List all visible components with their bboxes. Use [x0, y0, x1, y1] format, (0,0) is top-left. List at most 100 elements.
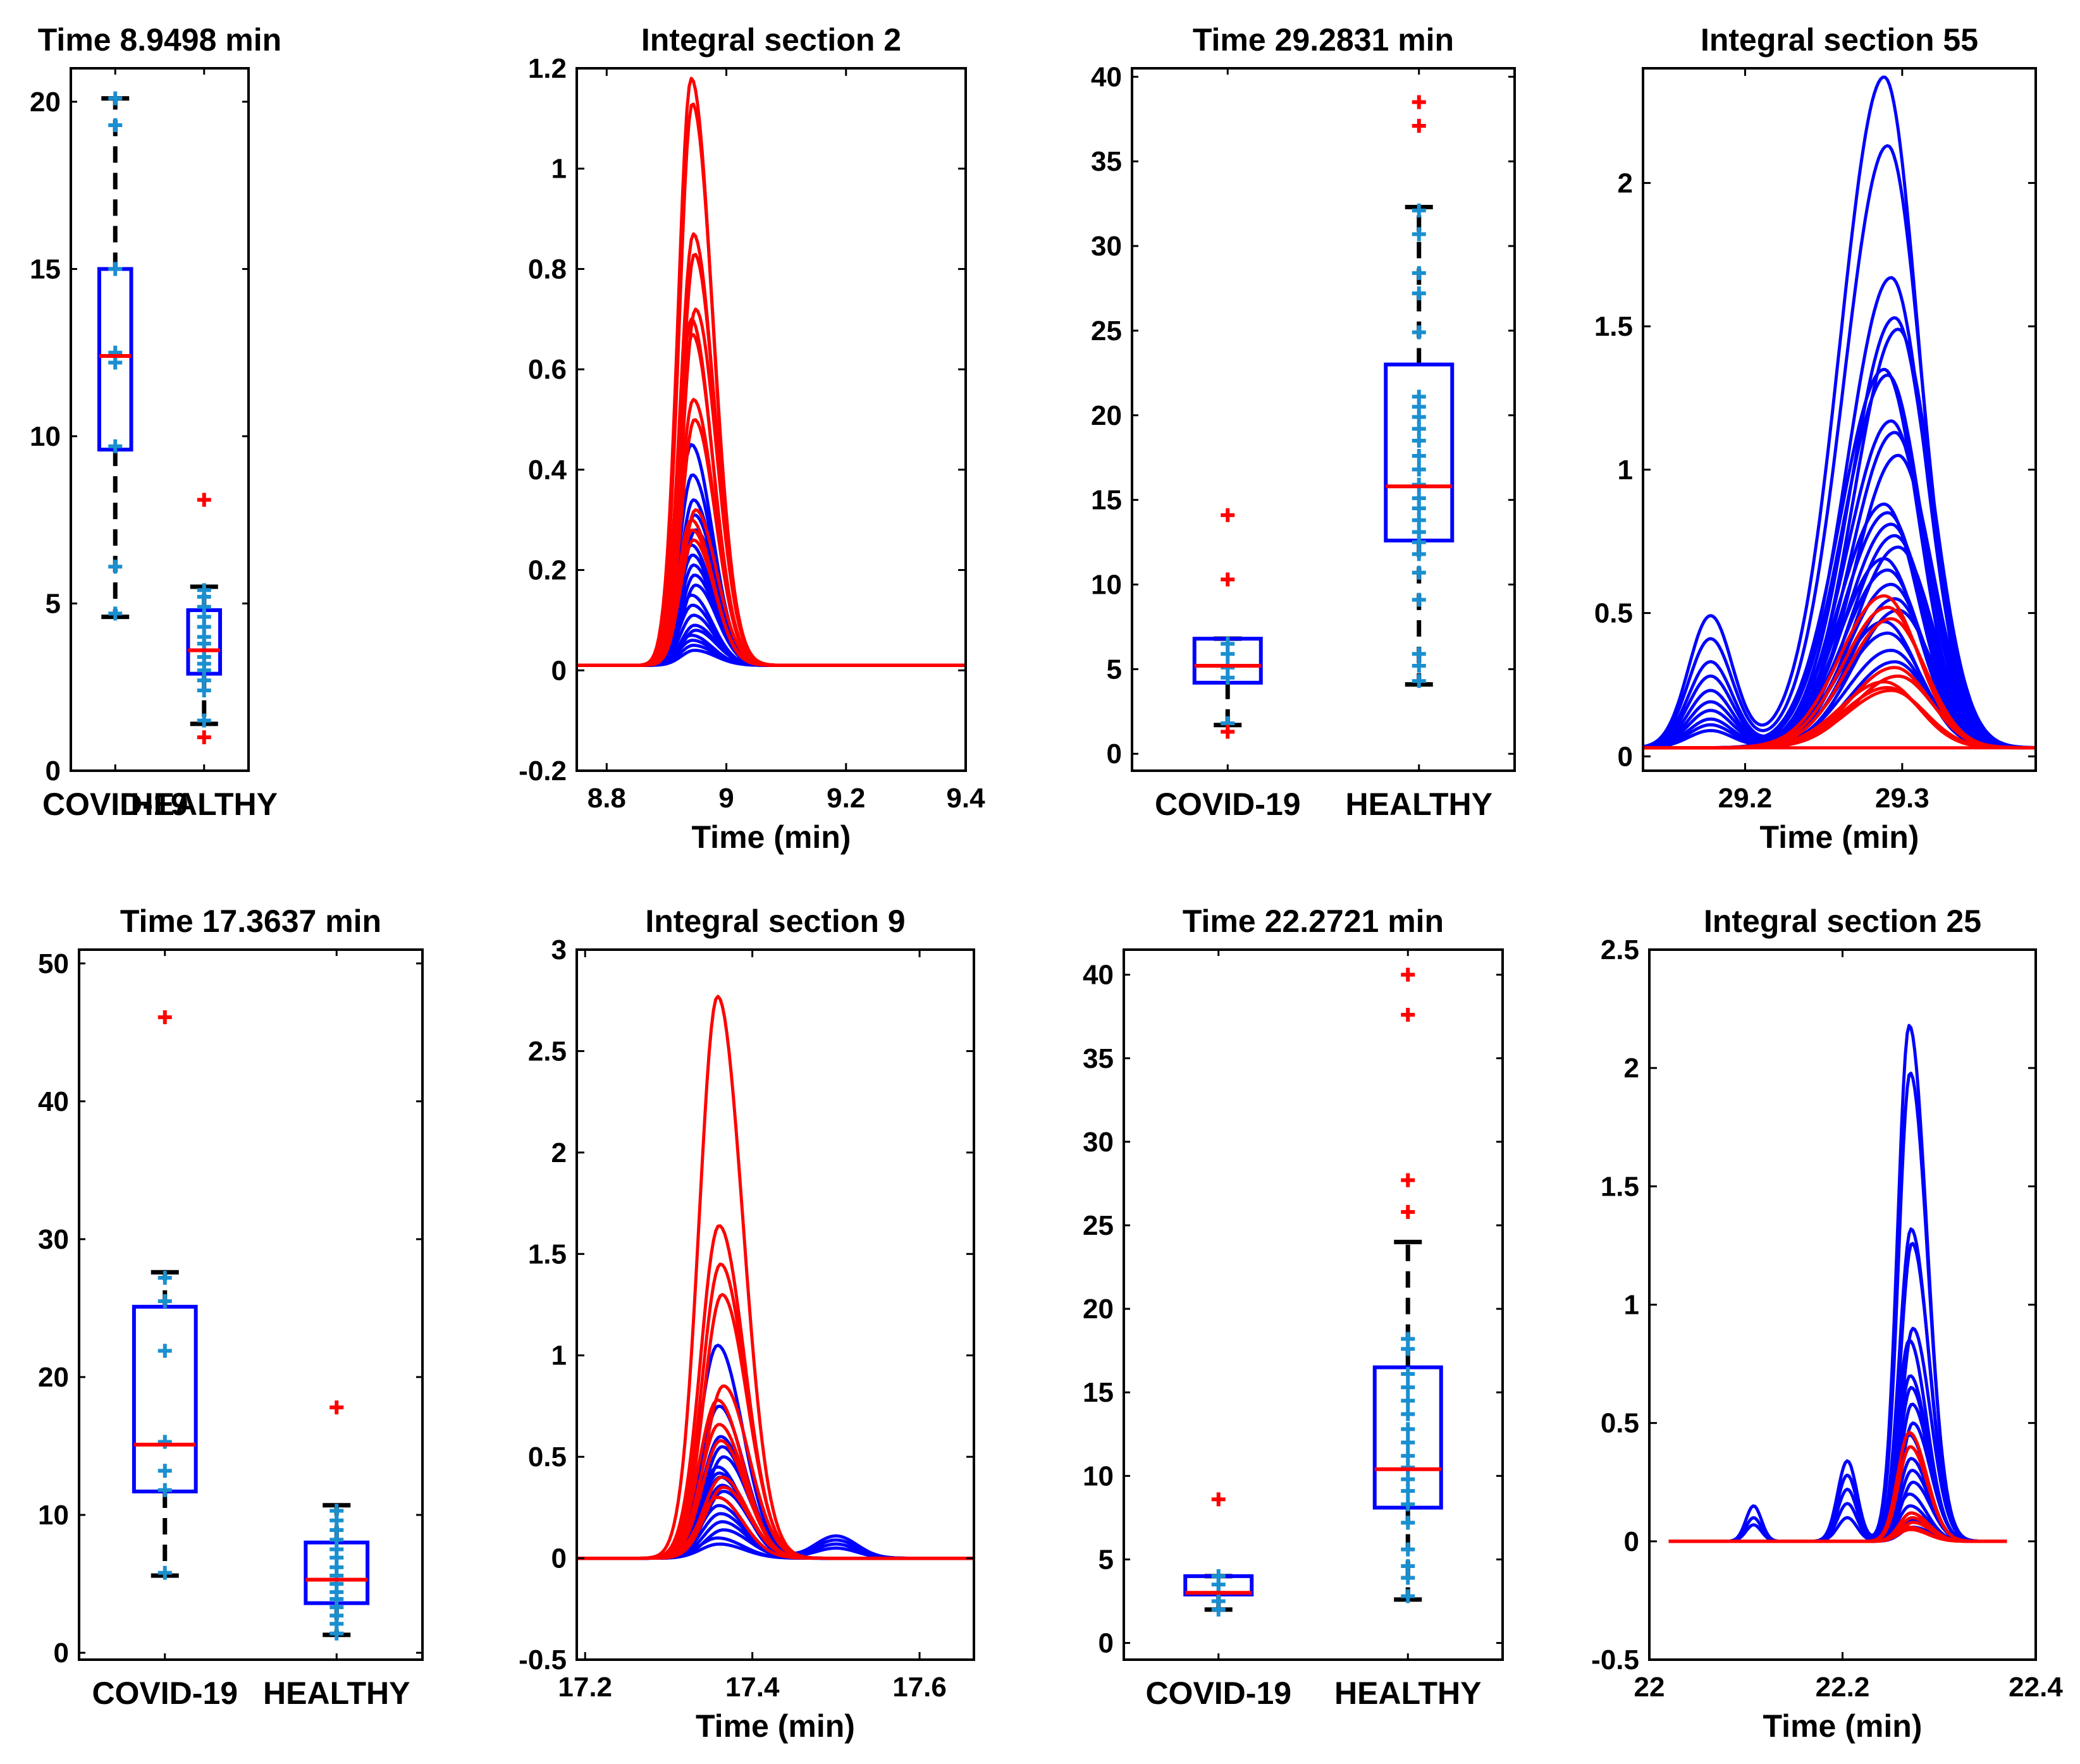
y-tick-label: 20 [30, 87, 61, 118]
y-tick-label: 0.2 [528, 555, 567, 586]
data-point [157, 1565, 172, 1580]
healthy-trace [577, 644, 966, 667]
category-label: COVID-19 [1155, 787, 1301, 822]
y-tick-label: 30 [38, 1224, 69, 1255]
y-tick-label: 0.5 [1594, 598, 1633, 629]
y-tick-label: 0 [46, 756, 61, 787]
data-point [1401, 1589, 1415, 1603]
healthy-trace [577, 603, 966, 667]
y-tick-label: 0.8 [528, 254, 567, 285]
panel-title: Integral section 55 [1701, 22, 1978, 58]
axes-frame [1123, 948, 1504, 1661]
y-tick-label: 35 [1091, 146, 1122, 177]
healthy-trace [577, 528, 966, 667]
y-tick-label: 1.2 [528, 53, 567, 84]
traces [577, 77, 966, 667]
covid-trace [577, 317, 966, 667]
data-point [1401, 1542, 1415, 1557]
category-label: HEALTHY [1334, 1675, 1481, 1711]
y-tick-label: 0 [1618, 741, 1633, 772]
x-tick-label: 22.2 [1816, 1672, 1870, 1703]
axes-frame [78, 948, 424, 1661]
covid-trace [577, 508, 966, 667]
outlier-marker [1211, 1492, 1226, 1507]
outlier-marker [1401, 1204, 1415, 1219]
data-point [197, 583, 211, 597]
y-tick-label: -0.2 [519, 756, 567, 787]
data-point [1401, 1380, 1415, 1395]
y-tick-label: 30 [1083, 1127, 1114, 1158]
iqr-box [132, 1304, 198, 1493]
y-tick-label: 10 [1083, 1461, 1114, 1491]
y-tick-label: 15 [1091, 485, 1122, 516]
y-tick-label: 40 [1091, 61, 1122, 92]
y-tick-label: 0 [551, 1543, 567, 1574]
healthy-trace [577, 649, 966, 667]
data-point [108, 560, 123, 574]
x-tick-label: 8.8 [588, 783, 626, 814]
data-point [157, 1270, 172, 1285]
y-tick-label: 10 [1091, 570, 1122, 601]
y-tick-label: 1 [1618, 455, 1633, 486]
data-point [1412, 659, 1426, 673]
data-point [1412, 266, 1426, 280]
category-label: COVID-19 [42, 787, 188, 822]
panel-title: Time 8.9498 min [38, 22, 281, 58]
covid-trace [577, 398, 966, 667]
category-label: COVID-19 [1145, 1675, 1291, 1711]
y-tick-label: 35 [1083, 1043, 1114, 1074]
data-point [157, 1294, 172, 1309]
data-point [1401, 1367, 1415, 1381]
traces [1668, 1024, 2007, 1543]
y-tick-label: 2.5 [528, 1036, 567, 1067]
y-tick-label: 1 [551, 154, 567, 185]
boxplot-panel: 0 5 10 15 20 25 30 35 40 COVID-19 HEALTHY Time 22.2… [1083, 903, 1504, 1711]
chromatogram-panel: 0 0.5 1 1.5 2 29.2 29.3 Integral section 55 Time… [1594, 22, 2037, 855]
data-point [1412, 449, 1426, 463]
y-tick-label: 15 [30, 254, 61, 285]
x-axis-label: Time (min) [1760, 819, 1919, 855]
y-tick-label: 2 [551, 1137, 567, 1168]
data-point [1412, 647, 1426, 661]
y-tick-label: 30 [1091, 231, 1122, 262]
data-point [1412, 203, 1426, 217]
y-tick-label: 5 [1107, 654, 1122, 685]
panel-title: Integral section 2 [641, 22, 901, 58]
y-tick-label: 1.5 [528, 1239, 567, 1270]
healthy-trace [577, 513, 966, 667]
y-tick-label: 40 [38, 1086, 69, 1117]
outlier-marker [1412, 95, 1426, 109]
outlier-marker [157, 1010, 172, 1024]
y-tick-label: 0.5 [1601, 1408, 1639, 1439]
traces [577, 995, 974, 1560]
outlier-marker [1221, 725, 1235, 739]
panel-title: Integral section 25 [1704, 903, 1981, 939]
x-tick-label: 9.4 [946, 783, 985, 814]
healthy-trace [577, 473, 966, 667]
healthy-trace [1643, 453, 2036, 750]
outlier-marker [1401, 967, 1415, 982]
y-tick-label: 1 [1624, 1290, 1639, 1321]
x-tick-label: 17.4 [725, 1672, 780, 1703]
data-point [1412, 389, 1426, 404]
covid-trace [577, 102, 966, 667]
healthy-trace [577, 563, 966, 667]
data-point [1412, 325, 1426, 340]
y-tick-label: 0.4 [528, 455, 567, 486]
outlier-marker [1401, 1173, 1415, 1187]
data-point [157, 1483, 172, 1497]
chromatogram-panel: -0.5 0 0.5 1 1.5 2 2.5 3 17.2 17.4 17.6 Integral se… [519, 903, 975, 1744]
data-point [1221, 637, 1235, 651]
category-label: COVID-19 [92, 1675, 238, 1711]
data-point [1412, 513, 1426, 527]
healthy-trace [577, 1344, 974, 1560]
data-point [1401, 1407, 1415, 1421]
data-point [1401, 1559, 1415, 1574]
covid-trace [577, 518, 966, 667]
healthy-trace [577, 583, 966, 667]
category-label: HEALTHY [131, 787, 278, 822]
outlier-marker [197, 730, 211, 745]
y-tick-label: 20 [38, 1362, 69, 1393]
boxplot-panel: 0 5 10 15 20 25 30 35 40 COVID-19 HEALTHY Time 29.2… [1091, 22, 1516, 822]
outlier-marker [1412, 119, 1426, 133]
